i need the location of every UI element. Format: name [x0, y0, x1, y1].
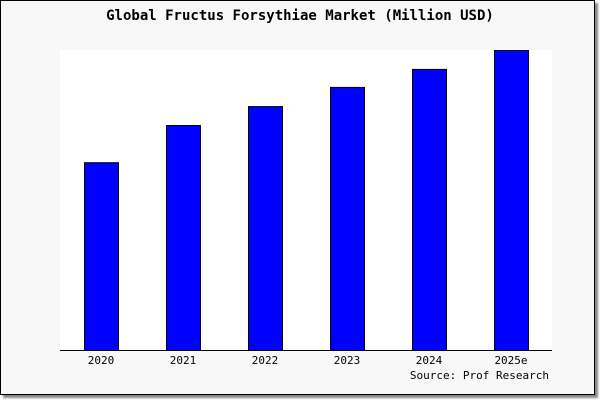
- bar-2022: [248, 106, 283, 351]
- x-tick-label: 2023: [334, 354, 361, 367]
- bar-2020: [84, 162, 119, 351]
- source-note: Source: Prof Research: [410, 369, 549, 382]
- chart-title: Global Fructus Forsythiae Market (Millio…: [106, 8, 494, 24]
- x-tick-label: 2024: [416, 354, 443, 367]
- bar-2024: [412, 68, 447, 352]
- x-tick-label: 2020: [88, 354, 115, 367]
- bar-2021: [166, 125, 201, 351]
- x-tick-label: 2025e: [494, 354, 527, 367]
- bar-2025e: [494, 50, 529, 351]
- plot-area: [60, 50, 552, 350]
- x-tick-label: 2022: [252, 354, 279, 367]
- bar-2023: [330, 86, 365, 352]
- x-tick-label: 2021: [170, 354, 197, 367]
